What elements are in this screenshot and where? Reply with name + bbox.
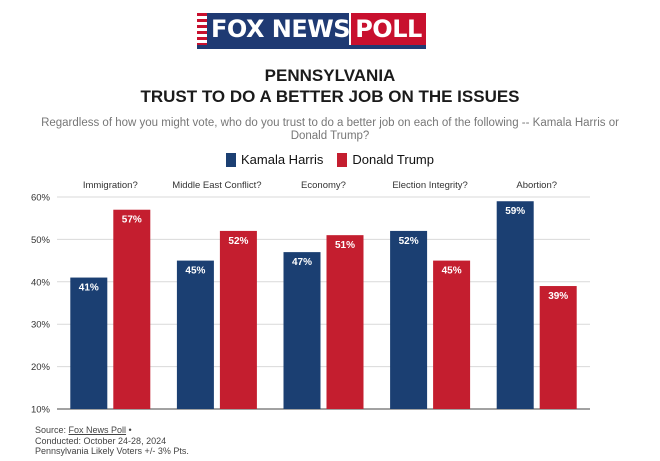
- chart-subtitle: Regardless of how you might vote, who do…: [41, 117, 619, 142]
- y-tick-label: 50%: [31, 235, 51, 246]
- source-line: Source: Fox News Poll •: [35, 425, 189, 436]
- source-suffix: •: [126, 425, 132, 435]
- sample-line: Pennsylvania Likely Voters +/- 3% Pts.: [35, 446, 189, 456]
- legend-item-trump: Donald Trump: [337, 152, 434, 167]
- bar-trump: [326, 235, 364, 409]
- bar-harris: [283, 252, 321, 409]
- data-label-trump: 52%: [228, 236, 248, 247]
- data-label-trump: 39%: [548, 291, 568, 302]
- flag-stripe-icon: [197, 13, 207, 45]
- y-tick-label: 30%: [31, 320, 51, 331]
- bar-harris: [70, 277, 108, 409]
- conducted-line: Conducted: October 24-28, 2024: [35, 435, 167, 446]
- data-label-harris: 52%: [399, 236, 419, 247]
- poll-logo-block: POLL: [351, 13, 426, 45]
- category-label: Economy?: [301, 180, 346, 191]
- bar-trump: [113, 209, 151, 409]
- bar-harris: [176, 260, 214, 409]
- data-label-trump: 57%: [122, 215, 142, 226]
- legend-swatch-harris: [225, 152, 236, 167]
- chart-title-line2: TRUST TO DO A BETTER JOB ON THE ISSUES: [140, 87, 520, 106]
- y-tick-label: 20%: [31, 362, 51, 373]
- legend: Kamala Harris Donald Trump: [0, 152, 660, 167]
- legend-item-harris: Kamala Harris: [225, 152, 324, 167]
- data-label-harris: 47%: [292, 257, 312, 268]
- bar-trump: [433, 260, 471, 409]
- source-link[interactable]: Fox News Poll: [68, 425, 127, 435]
- data-label-harris: 59%: [505, 206, 525, 217]
- y-tick-label: 60%: [31, 193, 51, 204]
- fox-news-poll-logo: FOX NEWS POLL: [197, 13, 426, 51]
- category-label: Abortion?: [516, 180, 557, 191]
- data-label-harris: 41%: [79, 283, 99, 294]
- y-tick-label: 40%: [31, 277, 51, 288]
- category-label: Immigration?: [83, 180, 138, 191]
- bar-trump: [219, 230, 257, 409]
- bar-harris: [496, 201, 534, 409]
- legend-label-trump: Donald Trump: [352, 152, 434, 167]
- logo-underline: [197, 45, 426, 49]
- category-label: Middle East Conflict?: [172, 180, 261, 191]
- bar-trump: [539, 286, 577, 409]
- chart-title-line1: PENNSYLVANIA: [264, 66, 396, 85]
- legend-swatch-trump: [337, 152, 348, 167]
- logo-poll-text: POLL: [355, 15, 422, 43]
- fox-news-logo-block: FOX NEWS: [197, 13, 349, 45]
- y-tick-label: 10%: [31, 405, 51, 416]
- legend-label-harris: Kamala Harris: [240, 152, 324, 167]
- logo-fox-text: FOX NEWS: [211, 15, 349, 43]
- category-label: Election Integrity?: [392, 180, 468, 191]
- data-label-trump: 45%: [442, 266, 462, 277]
- source-note: Source: Fox News Poll • Conducted: Octob…: [35, 425, 189, 457]
- source-prefix: Source:: [35, 425, 69, 435]
- bar-harris: [390, 230, 428, 409]
- data-label-trump: 51%: [335, 240, 355, 251]
- data-label-harris: 45%: [185, 266, 205, 277]
